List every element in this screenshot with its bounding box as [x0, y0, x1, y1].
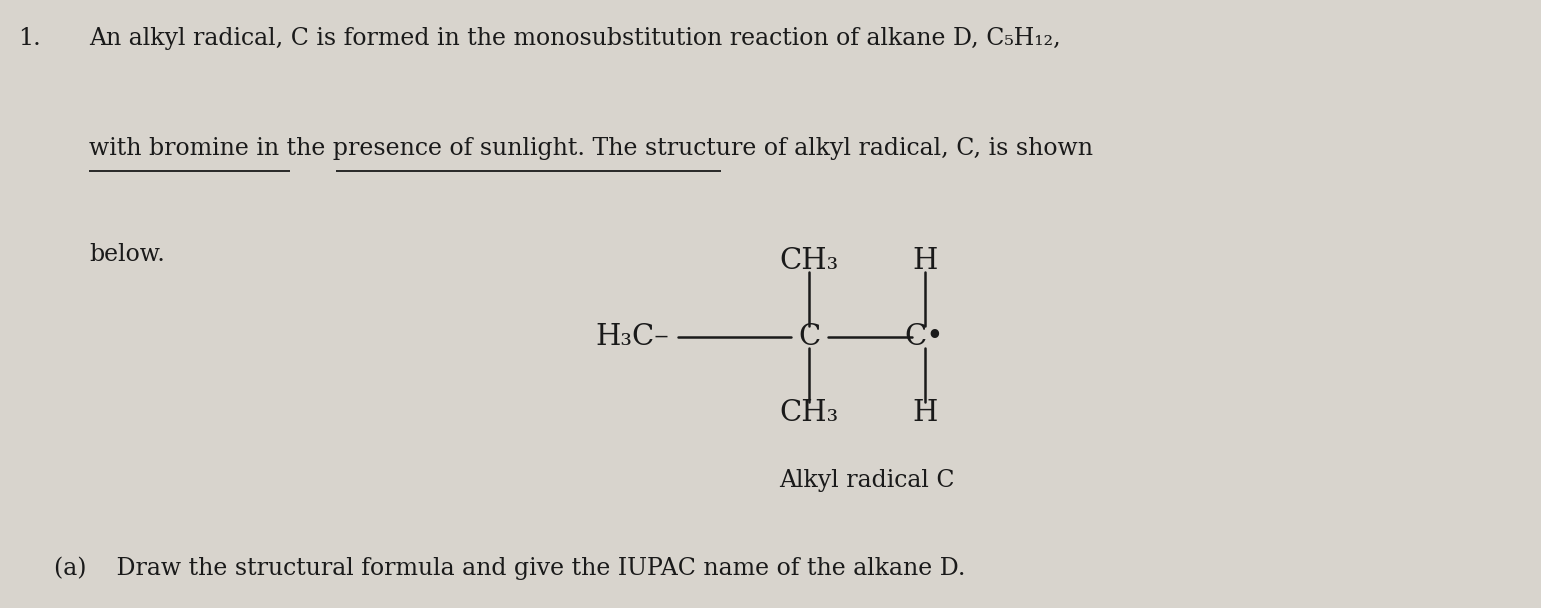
Text: (a)    Draw the structural formula and give the IUPAC name of the alkane D.: (a) Draw the structural formula and give… [54, 556, 965, 580]
Text: C: C [798, 323, 820, 351]
Text: with bromine in the presence of sunlight. The structure of alkyl radical, C, is : with bromine in the presence of sunlight… [89, 137, 1094, 160]
Text: H₃C–: H₃C– [595, 323, 669, 351]
Text: 1.: 1. [18, 27, 42, 50]
Text: An alkyl radical, C is formed in the monosubstitution reaction of alkane D, C₅H₁: An alkyl radical, C is formed in the mon… [89, 27, 1062, 50]
Text: CH₃: CH₃ [780, 399, 838, 427]
Text: H: H [912, 247, 937, 275]
Text: below.: below. [89, 243, 165, 266]
Text: CH₃: CH₃ [780, 247, 838, 275]
Text: C•: C• [905, 323, 945, 351]
Text: Alkyl radical C: Alkyl radical C [780, 469, 954, 492]
Text: H: H [912, 399, 937, 427]
